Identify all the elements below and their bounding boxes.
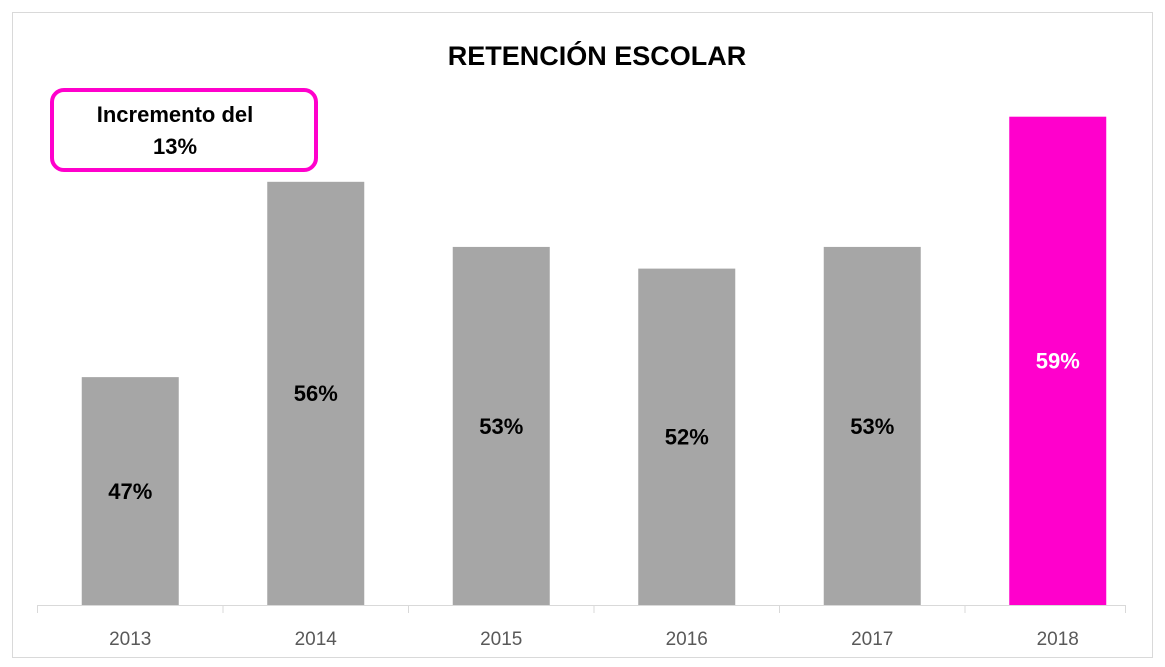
x-tick-label: 2016 (666, 629, 708, 650)
data-label: 56% (294, 381, 338, 406)
bar (823, 246, 921, 605)
chart-border (12, 12, 1153, 658)
data-label: 53% (850, 414, 894, 439)
chart-title: RETENCIÓN ESCOLAR (448, 40, 747, 71)
bar (638, 268, 736, 605)
bar (267, 181, 365, 605)
x-tick-label: 2017 (851, 629, 893, 650)
x-tick-label: 2018 (1037, 629, 1079, 650)
bar (1009, 116, 1107, 606)
x-tick-label: 2015 (480, 629, 522, 650)
bar (81, 377, 179, 605)
data-label: 52% (665, 425, 709, 450)
annotation-box: Incremento del 13% (50, 88, 318, 172)
x-tick-label: 2014 (295, 629, 338, 650)
data-label: 59% (1036, 349, 1080, 374)
x-tick-label: 2013 (109, 629, 151, 650)
annotation: Incremento del 13% (96, 102, 254, 159)
data-label: 53% (479, 414, 523, 439)
data-label: 47% (108, 479, 152, 504)
bar (452, 246, 550, 605)
